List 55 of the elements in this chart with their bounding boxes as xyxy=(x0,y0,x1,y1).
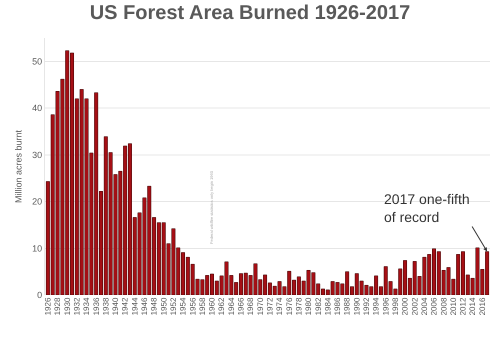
y-axis-title: Million acres burnt xyxy=(14,129,24,204)
y-tick-label: 10 xyxy=(32,243,42,254)
x-tick-label: 1980 xyxy=(304,297,314,316)
x-tick-label: 1998 xyxy=(391,297,400,316)
y-tick-label: 30 xyxy=(32,150,42,160)
x-tick-label: 2014 xyxy=(468,297,478,316)
x-tick-label: 1974 xyxy=(275,297,284,316)
x-tick-label: 2000 xyxy=(400,297,410,316)
x-tick-label: 1942 xyxy=(120,297,130,316)
x-tick-label: 1960 xyxy=(208,297,217,316)
x-tick-label: 1948 xyxy=(150,297,159,316)
x-tick-label: 1950 xyxy=(159,297,168,316)
x-tick-label: 1982 xyxy=(314,297,323,316)
x-tick-label: 1928 xyxy=(53,297,62,316)
x-tick-label: 1936 xyxy=(92,297,101,316)
x-tick-label: 1986 xyxy=(333,297,342,316)
x-tick-label: 1978 xyxy=(294,297,304,316)
x-tick-label: 1976 xyxy=(284,297,294,316)
x-tick-label: 2008 xyxy=(439,297,448,316)
x-tick-label: 1926 xyxy=(44,297,52,316)
x-tick-label: 1932 xyxy=(72,297,82,316)
x-tick-label: 2004 xyxy=(420,297,429,316)
x-tick-label: 1944 xyxy=(130,297,140,316)
x-tick-label: 1972 xyxy=(266,297,275,316)
x-tick-label: 2016 xyxy=(478,297,487,316)
x-tick-label: 1962 xyxy=(217,297,226,316)
x-tick-label: 2012 xyxy=(458,297,468,316)
y-tick-label: 20 xyxy=(32,196,42,207)
x-tick-label: 1934 xyxy=(82,297,92,316)
x-tick-label: 1988 xyxy=(342,297,352,316)
x-tick-label: 1954 xyxy=(178,297,188,316)
x-tick-label: 1970 xyxy=(256,297,265,316)
y-tick-label: 40 xyxy=(32,103,42,114)
x-tick-label: 1938 xyxy=(101,297,110,316)
x-tick-label: 1990 xyxy=(352,297,362,316)
x-tick-label: 2006 xyxy=(430,297,439,316)
chart-title: US Forest Area Burned 1926-2017 xyxy=(90,2,410,24)
x-tick-label: 1984 xyxy=(323,297,332,316)
x-tick-label: 1994 xyxy=(372,297,381,316)
x-tick-label: 1930 xyxy=(62,297,72,316)
x-tick-label: 1966 xyxy=(236,297,246,316)
x-tick-label: 2010 xyxy=(448,297,458,316)
y-tick-label: 0 xyxy=(37,290,42,300)
y-tick-label: 50 xyxy=(32,56,42,67)
x-tick-label: 1968 xyxy=(246,297,256,316)
x-tick-label: 1958 xyxy=(198,297,207,316)
x-tick-label: 1946 xyxy=(140,297,150,316)
annotation: 2017 one-fifth of record xyxy=(384,191,470,226)
x-tick-label: 2002 xyxy=(410,297,420,316)
x-tick-label: 1992 xyxy=(362,297,372,316)
x-tick-label: 1996 xyxy=(381,297,390,316)
x-tick-label: 1952 xyxy=(168,297,178,316)
x-tick-label: 1964 xyxy=(226,297,236,316)
x-tick-label: 1956 xyxy=(188,297,198,316)
x-tick-label: 1940 xyxy=(111,297,120,316)
